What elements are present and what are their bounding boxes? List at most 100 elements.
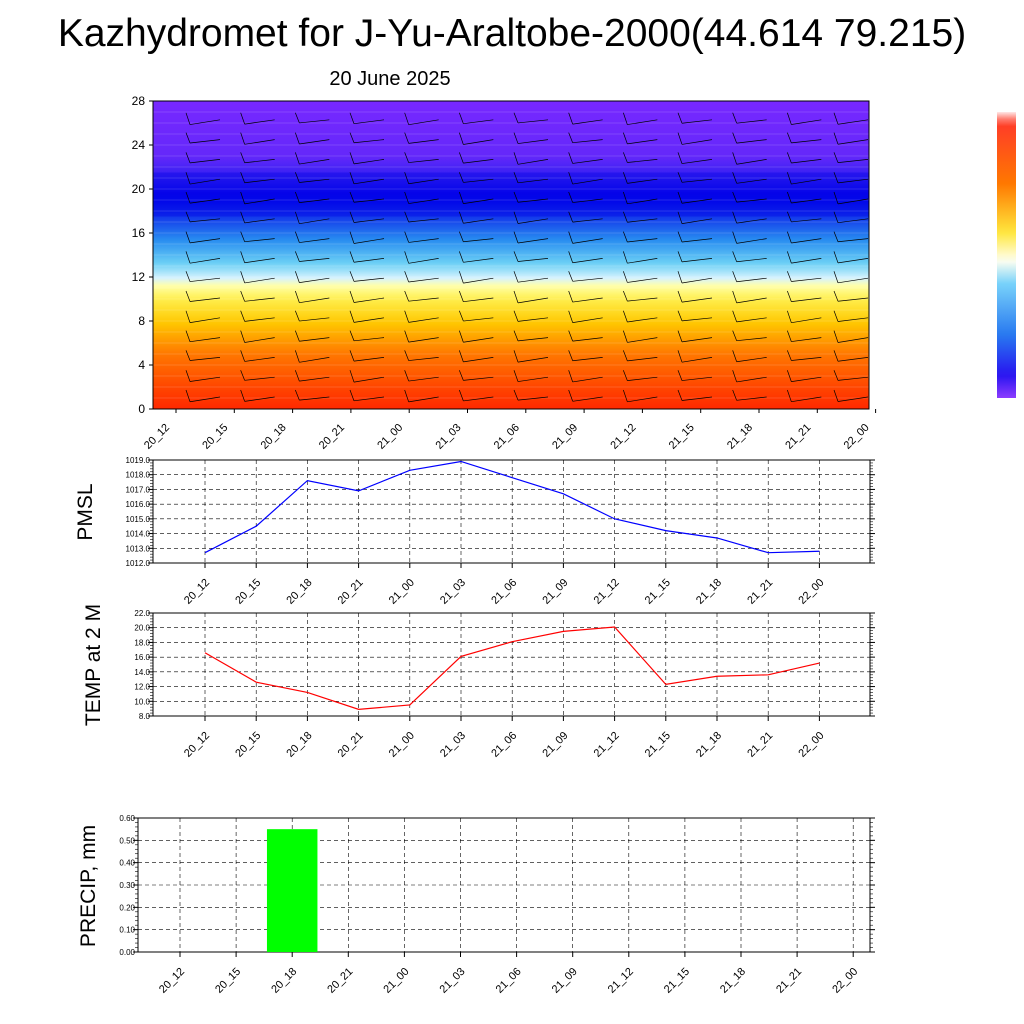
wind-barb-flag — [185, 172, 191, 185]
wind-barb-flag — [623, 370, 628, 381]
wind-barb-flag — [623, 251, 628, 264]
wind-barb-flag — [513, 172, 519, 183]
wind-barb-shaft — [627, 178, 658, 184]
wind-barb-shaft — [736, 119, 767, 124]
x-tick-label: 21_21 — [745, 730, 775, 760]
x-tick-label: 21_03 — [438, 577, 468, 607]
wind-barb-shaft — [736, 178, 767, 184]
wind-barb-flag — [623, 132, 628, 144]
wind-barb-flag — [349, 389, 355, 401]
x-tick-label: 20_12 — [142, 422, 172, 452]
wind-barb-flag — [513, 330, 519, 342]
wind-barb-flag — [404, 389, 409, 403]
x-tick-label: 21_06 — [492, 422, 522, 452]
wind-barb-shaft — [736, 238, 767, 244]
wind-barb-flag — [833, 330, 839, 343]
wind-barb-shaft — [572, 297, 603, 303]
wind-barb-shaft — [517, 218, 549, 224]
precip-axis-label: PRECIP, mm — [77, 825, 100, 947]
wind-barb-flag — [404, 211, 409, 223]
y-tick-label: 1018.0 — [126, 471, 151, 480]
wind-barb-flag — [459, 172, 464, 183]
wind-barb-shaft — [408, 317, 439, 323]
wind-barb-shaft — [463, 238, 494, 243]
x-tick-label: 22_00 — [796, 730, 826, 760]
wind-barb-shaft — [791, 238, 822, 244]
wind-barb-shaft — [791, 258, 822, 264]
wind-barb-flag — [295, 389, 300, 401]
panel-frame — [152, 459, 871, 564]
y-tick-label: 8.0 — [139, 712, 151, 721]
wind-barb-flag — [240, 330, 245, 343]
wind-barb-flag — [568, 310, 573, 323]
y-tick-label: 20.0 — [134, 624, 150, 633]
x-tick-label: 21_00 — [387, 730, 417, 760]
wind-barb-shaft — [791, 357, 822, 361]
y-tick-label: 1013.0 — [126, 544, 151, 553]
wind-barb-shaft — [572, 317, 603, 323]
wind-barb-flag — [404, 310, 409, 323]
wind-barb-shaft — [517, 119, 549, 124]
wind-barb-flag — [623, 271, 628, 283]
y-tick-label: 0.40 — [119, 859, 135, 868]
wind-barb-shaft — [517, 277, 549, 283]
figure-title: Kazhydromet for J-Yu-Araltobe-2000(44.61… — [57, 12, 967, 55]
wind-barb-flag — [404, 271, 409, 283]
y-tick-label: 1014.0 — [126, 530, 151, 539]
wind-barb-shaft — [463, 139, 494, 145]
wind-barb-shaft — [463, 376, 494, 381]
wind-barb-flag — [295, 172, 300, 183]
wind-barb-flag — [833, 112, 839, 125]
temp-axis-label: TEMP at 2 M — [82, 604, 105, 726]
x-tick-label: 21_09 — [550, 422, 580, 452]
wind-barb-flag — [787, 231, 792, 244]
wind-barb-shaft — [408, 139, 439, 144]
wind-barb-flag — [185, 370, 191, 382]
wind-barb-shaft — [627, 337, 658, 343]
wind-barb-shaft — [353, 277, 385, 282]
x-tick-label: 21_12 — [592, 577, 622, 607]
wind-barb-shaft — [517, 357, 549, 363]
wind-barb-flag — [787, 152, 792, 164]
wind-barb-shaft — [189, 277, 221, 282]
wind-barb-shaft — [353, 178, 385, 185]
x-tick-label: 21_12 — [592, 730, 622, 760]
wind-barb-shaft — [837, 238, 869, 243]
wind-barb-flag — [677, 370, 683, 381]
wind-barb-shaft — [736, 258, 767, 263]
wind-barb-shaft — [244, 297, 275, 302]
wind-barb-shaft — [353, 218, 385, 223]
wind-barb-shaft — [517, 238, 549, 244]
wind-barb-shaft — [353, 159, 385, 165]
wind-barb-flag — [240, 191, 245, 204]
wind-barb-flag — [513, 290, 519, 303]
y-tick-label: 28 — [132, 94, 146, 108]
wind-barb-shaft — [681, 238, 713, 243]
wind-barb-shaft — [463, 159, 494, 164]
pmsl-axis-label: PMSL — [74, 483, 97, 540]
wind-barb-flag — [568, 172, 573, 185]
wind-barb-shaft — [244, 198, 275, 205]
wind-barb-flag — [185, 290, 191, 302]
wind-barb-shaft — [572, 198, 603, 203]
wind-barb-shaft — [408, 376, 439, 382]
x-tick-label: 20_18 — [259, 422, 289, 452]
wind-barb-flag — [677, 271, 683, 284]
wind-barb-shaft — [463, 317, 494, 322]
wind-barb-shaft — [299, 178, 330, 183]
wind-barb-shaft — [736, 357, 767, 363]
wind-barb-flag — [568, 389, 573, 402]
wind-barb-shaft — [189, 178, 221, 185]
wind-barb-flag — [295, 191, 300, 203]
wind-barb-flag — [513, 370, 519, 382]
wind-barb-flag — [833, 132, 839, 145]
wind-barb-shaft — [189, 159, 221, 164]
wind-barb-flag — [833, 211, 839, 223]
wind-barb-flag — [833, 310, 839, 322]
wind-barb-flag — [404, 370, 409, 382]
wind-barb-flag — [732, 330, 737, 341]
wind-barb-shaft — [681, 277, 713, 284]
x-tick-label: 21_18 — [694, 577, 724, 607]
x-tick-label: 21_00 — [387, 577, 417, 607]
